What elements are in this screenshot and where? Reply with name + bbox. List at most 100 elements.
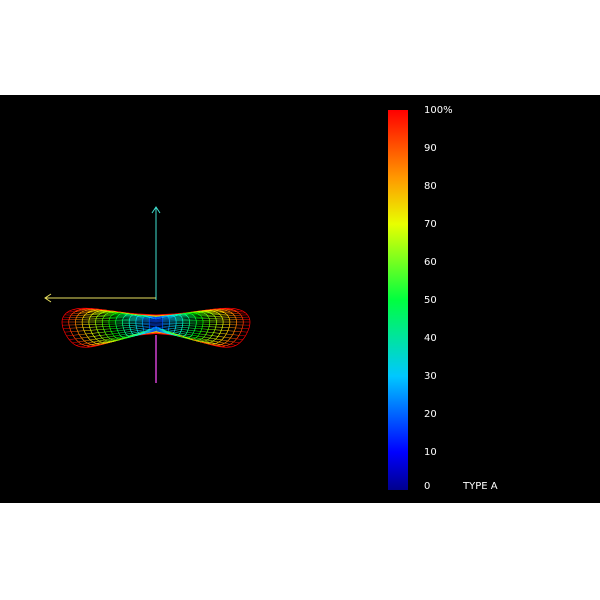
- scale-tick-label: 50: [424, 295, 437, 306]
- mesh-rib: [233, 309, 240, 311]
- scale-tick-label: 80: [424, 181, 437, 192]
- mesh-rib: [78, 340, 85, 343]
- mesh-rib: [224, 342, 231, 345]
- mesh-rib: [90, 338, 97, 341]
- mesh-rib: [102, 336, 109, 339]
- mesh-rib: [75, 311, 82, 313]
- mesh-rib: [143, 316, 150, 318]
- mesh-rib: [215, 309, 221, 311]
- mesh-rib: [137, 329, 144, 331]
- mesh-rib: [96, 342, 103, 344]
- mesh-rib: [144, 331, 151, 333]
- mesh-rib: [123, 313, 130, 315]
- mesh-rib: [209, 309, 216, 312]
- mesh-rib: [110, 312, 117, 314]
- mesh-rib: [207, 331, 214, 333]
- mesh-rib: [93, 340, 100, 343]
- mesh-rib: [98, 339, 105, 342]
- mesh-rib: [75, 337, 82, 340]
- mesh-rib: [181, 329, 188, 331]
- mesh-rib: [72, 309, 79, 311]
- scale-tick-label: 30: [424, 371, 437, 382]
- mesh-rib: [226, 333, 233, 335]
- mesh-rib: [132, 315, 139, 317]
- mesh-rib: [173, 331, 180, 334]
- mesh-rib: [152, 317, 157, 319]
- mesh-rib: [134, 333, 140, 336]
- mesh-rib: [190, 312, 196, 314]
- mesh-rib: [182, 313, 189, 315]
- mesh-rib: [221, 339, 228, 342]
- mesh-rib: [87, 309, 94, 311]
- mesh-rib: [197, 310, 202, 312]
- mesh-rib: [186, 312, 192, 314]
- mesh-rib: [239, 335, 246, 337]
- mesh-rib: [91, 309, 97, 311]
- mesh-rib: [110, 310, 114, 312]
- mesh-rib: [121, 335, 128, 337]
- mesh-rib: [161, 315, 167, 317]
- mesh-rib: [173, 333, 176, 335]
- mesh-rib: [168, 329, 175, 331]
- mesh-rib: [155, 328, 159, 330]
- mesh-rib: [168, 327, 176, 330]
- mesh-rib: [173, 315, 180, 317]
- mesh-rib: [179, 314, 186, 316]
- mesh-rib: [104, 311, 111, 313]
- mesh-rib: [127, 334, 134, 336]
- mesh-rib: [206, 342, 212, 345]
- mesh-rib: [215, 345, 221, 348]
- mesh-rib: [138, 315, 145, 317]
- mesh-rib: [161, 329, 164, 331]
- mesh-rib: [116, 336, 122, 339]
- mesh-rib: [173, 314, 179, 316]
- mesh-rib: [117, 329, 125, 332]
- mesh-rib: [76, 344, 82, 346]
- mesh-rib: [130, 335, 137, 337]
- mesh-rib: [118, 332, 126, 334]
- mesh-rib: [148, 316, 153, 318]
- mesh-rib: [105, 310, 111, 312]
- mesh-rib: [105, 341, 111, 344]
- scale-tick-label: 100%: [424, 105, 453, 116]
- mesh-rib: [215, 338, 222, 341]
- mesh-rib: [199, 333, 206, 335]
- mesh-rib: [138, 333, 142, 335]
- mesh-rib: [221, 307, 227, 310]
- mesh-rib: [87, 336, 94, 338]
- mesh-rib: [155, 316, 162, 318]
- mesh-rib: [215, 311, 222, 313]
- mesh-rib: [168, 316, 175, 318]
- mesh-rib: [127, 314, 134, 316]
- mesh-rib: [126, 332, 133, 335]
- mesh-rib: [196, 311, 202, 313]
- mesh-rib: [145, 315, 149, 318]
- mesh-rib: [179, 332, 186, 335]
- mesh-rib: [165, 330, 168, 332]
- mesh-rib: [216, 308, 222, 310]
- mesh-rib: [185, 314, 192, 316]
- mesh-rib: [100, 313, 107, 315]
- mesh-rib: [174, 330, 181, 332]
- mesh-rib: [168, 333, 173, 335]
- mesh-rib: [163, 329, 166, 331]
- mesh-rib: [145, 331, 152, 334]
- mesh-rib: [213, 332, 220, 334]
- mesh-rib: [166, 315, 173, 317]
- mesh-rib: [188, 338, 193, 341]
- mesh-rib: [216, 344, 222, 347]
- mesh-rib: [91, 345, 97, 348]
- mesh-rib: [184, 335, 191, 337]
- mesh-rib: [201, 311, 208, 313]
- mesh-rib: [225, 308, 232, 310]
- mesh-rib: [178, 334, 185, 336]
- mesh-rib: [178, 314, 185, 316]
- mesh-rib: [108, 312, 115, 314]
- mesh-rib: [184, 336, 188, 339]
- mesh-rib: [106, 309, 111, 312]
- mesh-rib: [227, 310, 234, 312]
- mesh-rib: [175, 328, 182, 330]
- mesh-rib: [98, 311, 105, 313]
